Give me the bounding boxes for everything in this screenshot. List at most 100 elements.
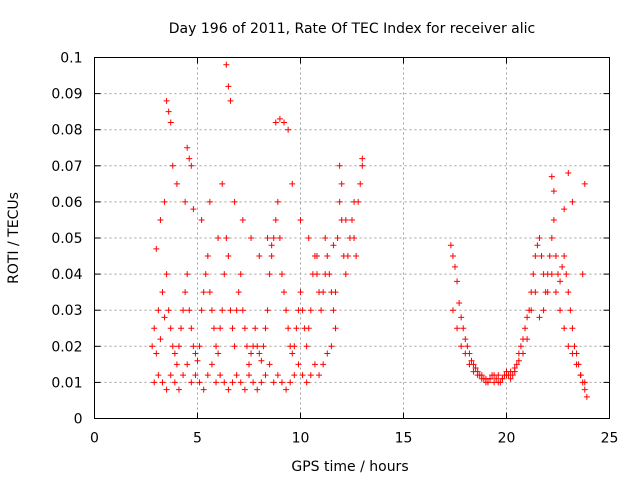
- scatter-point: [509, 372, 516, 379]
- scatter-point: [503, 372, 510, 379]
- scatter-point: [320, 361, 327, 368]
- scatter-point: [291, 343, 298, 350]
- scatter-point: [272, 119, 279, 126]
- scatter-point: [291, 372, 298, 379]
- scatter-point: [274, 198, 281, 205]
- y-tick-label: 0.08: [51, 123, 82, 139]
- scatter-point: [163, 271, 170, 278]
- scatter-point: [548, 271, 555, 278]
- scatter-point: [229, 379, 236, 386]
- scatter-point: [278, 271, 285, 278]
- y-tick-label: 0.1: [60, 51, 82, 67]
- scatter-point: [256, 350, 263, 357]
- scatter-point: [561, 253, 568, 260]
- scatter-point: [536, 235, 543, 241]
- scatter-point: [163, 97, 170, 104]
- scatter-point: [188, 379, 195, 386]
- scatter-point: [215, 235, 222, 241]
- scatter-point: [338, 180, 345, 187]
- scatter-point: [569, 350, 576, 357]
- scatter-point: [583, 393, 590, 400]
- y-axis-label: ROTI / TECUs: [6, 192, 22, 284]
- scatter-point: [202, 271, 209, 278]
- scatter-point: [507, 368, 514, 375]
- scatter-point: [217, 372, 224, 379]
- scatter-point: [155, 372, 162, 379]
- scatter-point: [175, 386, 182, 393]
- scatter-point: [307, 307, 314, 314]
- scatter-point: [464, 343, 471, 350]
- scatter-point: [571, 343, 578, 350]
- scatter-point: [149, 343, 156, 350]
- scatter-point: [283, 386, 290, 393]
- scatter-point: [581, 386, 588, 393]
- scatter-point: [188, 162, 195, 169]
- scatter-point: [550, 188, 557, 195]
- scatter-point: [552, 253, 559, 260]
- scatter-point: [167, 119, 174, 126]
- scatter-point: [248, 350, 255, 357]
- scatter-point: [313, 253, 320, 260]
- scatter-point: [482, 379, 489, 386]
- scatter-point: [272, 216, 279, 223]
- scatter-point: [182, 289, 189, 296]
- scatter-point: [532, 289, 539, 296]
- scatter-point: [491, 372, 498, 379]
- x-axis-label: GPS time / hours: [291, 459, 408, 475]
- scatter-point: [198, 307, 205, 314]
- x-tick-label: 15: [395, 431, 413, 447]
- scatter-point: [266, 361, 273, 368]
- y-tick-label: 0.09: [51, 87, 82, 103]
- scatter-point: [344, 253, 351, 260]
- scatter-point: [326, 271, 333, 278]
- scatter-point: [171, 350, 178, 357]
- scatter-point: [487, 375, 494, 382]
- scatter-point: [161, 198, 168, 205]
- scatter-point: [318, 307, 325, 314]
- scatter-point: [169, 162, 176, 169]
- scatter-point: [452, 263, 458, 270]
- scatter-point: [359, 155, 366, 162]
- scatter-point: [180, 372, 187, 379]
- scatter-point: [233, 372, 240, 379]
- scatter-point: [235, 289, 242, 296]
- scatter-point: [557, 278, 564, 285]
- scatter-point: [248, 235, 255, 241]
- scatter-point: [458, 343, 465, 350]
- scatter-point: [559, 263, 566, 270]
- scatter-point: [546, 253, 553, 260]
- scatter-point: [493, 375, 500, 382]
- scatter-point: [182, 198, 189, 205]
- scatter-point: [548, 173, 555, 180]
- scatter-point: [239, 307, 246, 314]
- scatter-point: [359, 162, 366, 169]
- scatter-point: [227, 97, 234, 104]
- scatter-point: [515, 357, 522, 364]
- scatter-point: [513, 361, 520, 368]
- scatter-point: [322, 235, 329, 241]
- scatter-point: [581, 379, 588, 386]
- scatter-point: [250, 379, 257, 386]
- scatter-point: [227, 307, 234, 314]
- scatter-point: [204, 372, 211, 379]
- scatter-point: [252, 325, 259, 332]
- scatter-point: [153, 350, 160, 357]
- scatter-point: [196, 343, 203, 350]
- scatter-point: [262, 372, 269, 379]
- scatter-point: [208, 361, 215, 368]
- scatter-point: [178, 325, 185, 332]
- scatter-point: [184, 144, 191, 151]
- x-tick-label: 25: [601, 431, 619, 447]
- scatter-point: [206, 198, 213, 205]
- scatter-point: [499, 375, 506, 382]
- scatter-point: [281, 289, 288, 296]
- scatter-point: [528, 307, 535, 314]
- scatter-point: [276, 115, 283, 122]
- scatter-point: [507, 375, 514, 382]
- scatter-point: [565, 170, 572, 177]
- scatter-point: [262, 325, 269, 332]
- scatter-point: [200, 289, 207, 296]
- scatter-point: [155, 307, 162, 314]
- scatter-point: [196, 379, 203, 386]
- scatter-point: [449, 307, 456, 314]
